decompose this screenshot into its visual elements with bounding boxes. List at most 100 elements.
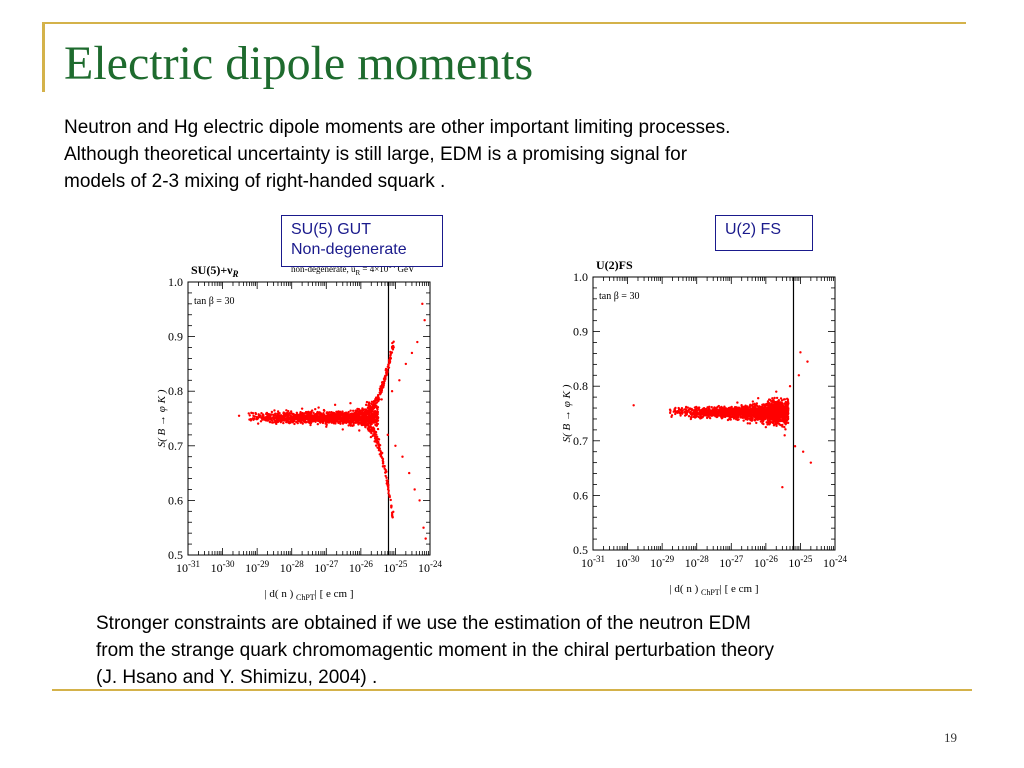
data-point: [357, 423, 360, 426]
data-point: [774, 422, 777, 425]
data-point: [754, 418, 757, 421]
data-point: [310, 416, 314, 419]
data-point: [365, 400, 369, 404]
data-point: [755, 416, 759, 419]
data-point: [689, 416, 693, 419]
data-point: [342, 415, 346, 418]
data-point: [762, 422, 765, 426]
data-point: [750, 419, 754, 422]
data-point: [323, 409, 326, 412]
data-point: [308, 416, 312, 420]
data-point: [762, 409, 765, 412]
data-point: [718, 406, 722, 410]
data-point: [325, 425, 328, 428]
data-point: [259, 414, 262, 417]
data-point: [351, 424, 354, 427]
data-point: [373, 430, 376, 434]
data-point: [391, 347, 395, 350]
data-point: [756, 397, 760, 400]
data-point: [307, 420, 311, 424]
data-point: [340, 417, 343, 420]
data-point: [347, 424, 350, 427]
data-point: [378, 453, 381, 456]
data-point: [746, 416, 749, 420]
data-point: [312, 419, 315, 422]
data-point: [785, 410, 788, 414]
data-point: [335, 413, 338, 416]
data-point: [762, 416, 765, 419]
data-point: [770, 405, 774, 408]
data-point: [343, 419, 347, 423]
data-point: [316, 422, 320, 426]
data-point: [765, 421, 768, 424]
data-point: [379, 389, 383, 392]
data-point: [773, 396, 776, 400]
data-point: [699, 417, 702, 420]
page-number: 19: [944, 730, 957, 745]
data-point: [684, 406, 688, 409]
data-point: [370, 426, 373, 429]
data-point: [674, 412, 677, 416]
data-point: [359, 411, 362, 415]
data-point: [784, 408, 787, 412]
data-point: [775, 396, 779, 400]
data-point: [684, 411, 688, 415]
data-point: [347, 410, 350, 414]
data-point: [376, 442, 379, 445]
data-point: [702, 414, 706, 417]
data-point: [720, 415, 723, 419]
data-point: [326, 421, 330, 424]
data-point: [276, 420, 280, 423]
data-point: [301, 422, 304, 425]
data-point: [783, 425, 786, 429]
tan-beta-label: tan β = 30: [599, 291, 639, 302]
data-point: [372, 426, 375, 429]
data-point: [280, 419, 284, 422]
data-point: [374, 439, 378, 442]
data-point: [692, 411, 695, 415]
data-point: [779, 402, 783, 406]
data-point: [709, 410, 712, 414]
data-point: [386, 488, 390, 491]
data-point: [769, 415, 772, 419]
data-point: [771, 397, 774, 400]
x-tick-label: 10-24: [823, 554, 847, 570]
data-point: [785, 414, 788, 418]
data-point: [777, 405, 781, 408]
data-point: [253, 415, 257, 418]
data-point: [759, 411, 762, 414]
data-point: [761, 420, 765, 423]
intro-text: Neutron and Hg electric dipole moments a…: [64, 114, 884, 195]
x-tick-label: 10-25: [383, 559, 407, 575]
data-point: [287, 415, 290, 418]
data-point: [767, 409, 771, 412]
data-point: [710, 405, 713, 409]
data-point: [368, 413, 371, 417]
tan-beta-label: tan β = 30: [194, 296, 234, 307]
data-point: [750, 415, 753, 419]
bottom-accent-rule: [52, 689, 972, 691]
data-point: [381, 462, 385, 465]
data-point: [389, 356, 392, 360]
data-point: [709, 414, 713, 417]
model-label: SU(5)+νR: [191, 263, 239, 279]
data-point: [384, 474, 387, 478]
data-point: [283, 417, 287, 421]
data-point: [341, 422, 345, 425]
data-point: [287, 410, 290, 413]
data-point: [690, 413, 694, 416]
data-point: [759, 405, 763, 409]
data-point: [706, 414, 710, 417]
y-tick-label: 0.5: [573, 543, 588, 557]
data-point: [302, 415, 306, 418]
data-point: [737, 406, 741, 409]
data-point: [786, 405, 789, 408]
data-point: [309, 423, 312, 427]
data-point: [380, 455, 383, 459]
label-line: U(2) FS: [725, 221, 781, 238]
data-point: [746, 406, 750, 409]
data-point: [354, 409, 357, 412]
x-tick-label: 10-28: [280, 559, 304, 575]
model-label: U(2)FS: [596, 258, 633, 272]
data-point: [302, 417, 305, 421]
